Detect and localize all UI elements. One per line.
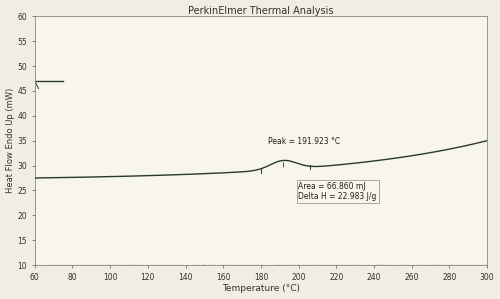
Text: Area = 66.860 mJ
Delta H = 22.983 J/g: Area = 66.860 mJ Delta H = 22.983 J/g bbox=[298, 182, 377, 201]
Title: PerkinElmer Thermal Analysis: PerkinElmer Thermal Analysis bbox=[188, 6, 334, 16]
Y-axis label: Heat Flow Endo Up (mW): Heat Flow Endo Up (mW) bbox=[6, 88, 15, 193]
Text: Peak = 191.923 °C: Peak = 191.923 °C bbox=[268, 137, 340, 146]
X-axis label: Temperature (°C): Temperature (°C) bbox=[222, 284, 300, 293]
